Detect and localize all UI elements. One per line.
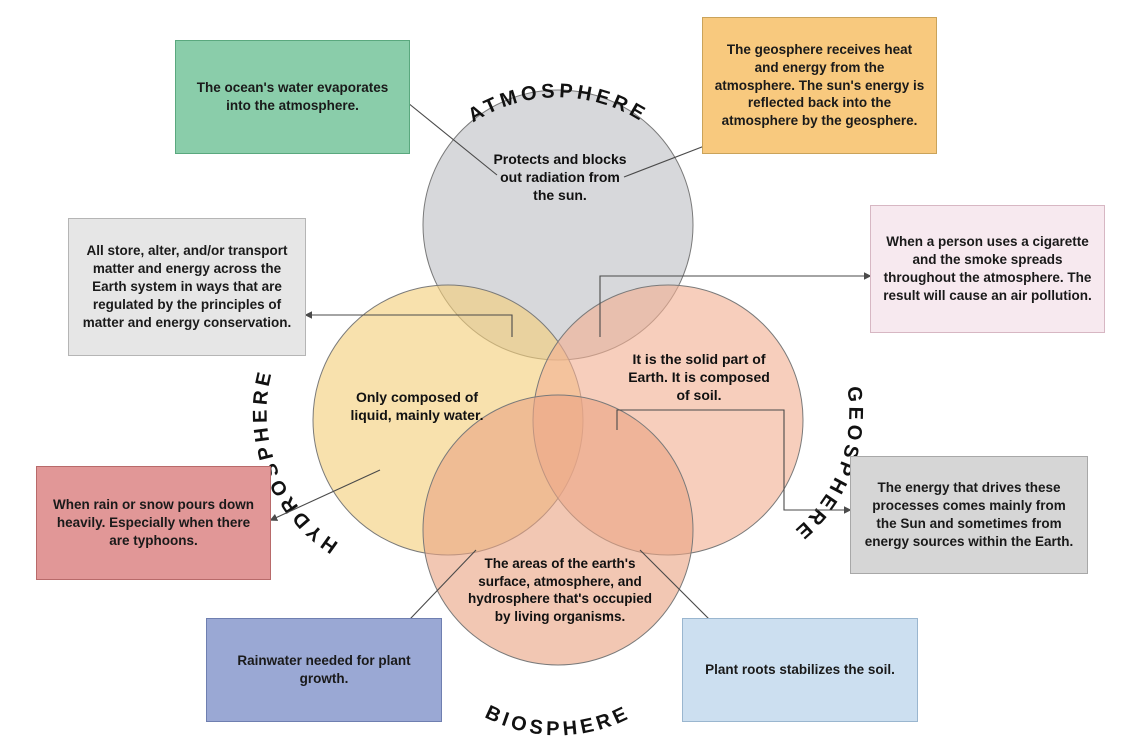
title-biosphere: BIOSPHERE (482, 702, 634, 741)
biosphere-desc: The areas of the earth's surface, atmosp… (465, 555, 655, 625)
box-text: The ocean's water evaporates into the at… (186, 79, 399, 115)
atmosphere-desc: Protects and blocks out radiation from t… (490, 150, 630, 205)
box-text: When rain or snow pours down heavily. Es… (47, 496, 260, 549)
box-rainwater-plant: Rainwater needed for plant growth. (206, 618, 442, 722)
box-text: When a person uses a cigarette and the s… (881, 233, 1094, 304)
box-text: The geosphere receives heat and energy f… (713, 41, 926, 130)
box-plant-roots: Plant roots stabilizes the soil. (682, 618, 918, 722)
box-rain-snow: When rain or snow pours down heavily. Es… (36, 466, 271, 580)
box-cigarette: When a person uses a cigarette and the s… (870, 205, 1105, 333)
box-geo-receives-heat: The geosphere receives heat and energy f… (702, 17, 937, 154)
diagram-canvas: ATMOSPHERE HYDROSPHERE GEOSPHERE BIOSPHE… (0, 0, 1133, 755)
geosphere-desc: It is the solid part of Earth. It is com… (625, 350, 773, 405)
box-text: The energy that drives these processes c… (861, 479, 1077, 550)
box-ocean-evap: The ocean's water evaporates into the at… (175, 40, 410, 154)
hydrosphere-desc: Only composed of liquid, mainly water. (342, 388, 492, 424)
box-text: All store, alter, and/or transport matte… (79, 242, 295, 331)
box-energy-drives: The energy that drives these processes c… (850, 456, 1088, 574)
box-text: Plant roots stabilizes the soil. (705, 661, 895, 679)
diagram-svg: ATMOSPHERE HYDROSPHERE GEOSPHERE BIOSPHE… (0, 0, 1133, 755)
box-text: Rainwater needed for plant growth. (217, 652, 431, 688)
box-all-store: All store, alter, and/or transport matte… (68, 218, 306, 356)
